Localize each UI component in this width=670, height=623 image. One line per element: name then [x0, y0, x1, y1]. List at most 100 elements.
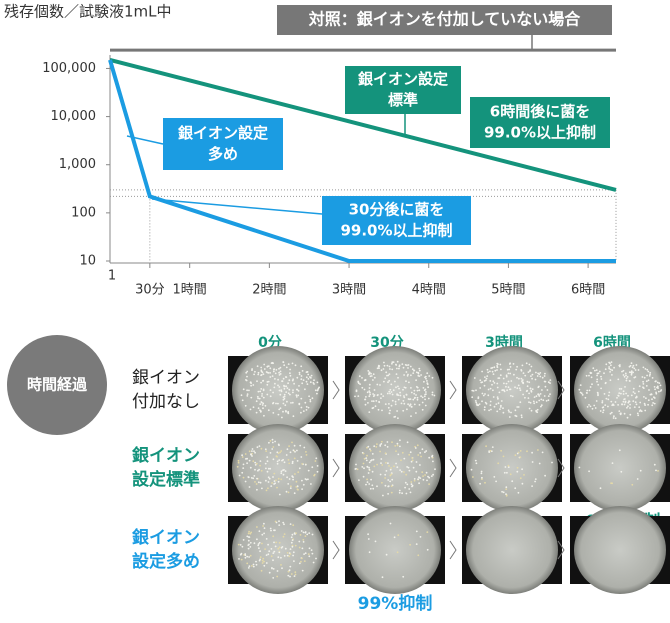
- colony: [479, 482, 481, 485]
- colony: [491, 366, 494, 369]
- colony: [290, 485, 292, 488]
- colony: [603, 393, 606, 395]
- colony: [242, 388, 245, 391]
- colony: [241, 399, 244, 402]
- colony: [399, 391, 401, 394]
- colony: [377, 365, 380, 368]
- colony: [274, 545, 277, 548]
- colony: [478, 403, 481, 405]
- colony: [395, 462, 397, 465]
- colony: [416, 398, 419, 401]
- colony: [431, 391, 434, 394]
- colony: [493, 382, 496, 384]
- colony: [514, 414, 517, 417]
- colony: [632, 371, 634, 374]
- colony: [287, 363, 290, 365]
- colony: [538, 399, 541, 402]
- colony: [268, 571, 271, 574]
- colony: [639, 409, 642, 412]
- colony: [620, 470, 623, 473]
- colony: [256, 395, 259, 398]
- colony: [282, 410, 284, 413]
- colony: [260, 469, 263, 472]
- colony: [276, 575, 279, 578]
- colony: [418, 404, 421, 406]
- colony: [533, 402, 536, 405]
- colony: [273, 541, 275, 544]
- colony: [516, 470, 519, 473]
- colony: [544, 474, 546, 477]
- colony: [624, 398, 626, 400]
- colony: [250, 382, 253, 384]
- colony: [409, 491, 412, 494]
- colony: [294, 473, 296, 475]
- colony: [269, 395, 272, 398]
- arrow: [332, 540, 340, 560]
- colony: [431, 393, 434, 396]
- colony: [377, 408, 380, 411]
- colony: [502, 455, 505, 458]
- colony: [499, 363, 502, 366]
- annotation-text: 99.0%以上抑制: [340, 222, 452, 240]
- colony: [369, 487, 372, 490]
- colony: [526, 385, 529, 388]
- colony: [247, 476, 250, 479]
- colony: [510, 411, 512, 414]
- colony: [300, 411, 302, 414]
- colony: [636, 478, 639, 480]
- colony: [483, 408, 486, 411]
- colony: [240, 558, 243, 561]
- colony: [258, 445, 261, 447]
- colony: [381, 409, 383, 412]
- colony: [420, 374, 422, 376]
- colony: [358, 375, 361, 378]
- colony: [246, 375, 248, 378]
- colony: [292, 449, 295, 452]
- colony: [413, 389, 416, 392]
- colony: [473, 377, 476, 379]
- colony: [479, 379, 482, 382]
- colony: [405, 473, 408, 476]
- colony: [591, 383, 593, 386]
- colony: [315, 457, 318, 460]
- colony: [279, 373, 282, 375]
- colony: [522, 372, 525, 374]
- colony: [614, 417, 617, 420]
- colony: [252, 563, 255, 566]
- colony: [290, 541, 293, 544]
- colony: [278, 551, 281, 554]
- colony: [307, 553, 310, 555]
- colony: [367, 402, 369, 404]
- colony: [314, 460, 317, 462]
- colony: [267, 372, 270, 374]
- colony: [403, 471, 405, 473]
- colony: [397, 417, 399, 420]
- colony: [407, 367, 409, 369]
- colony: [301, 479, 303, 482]
- colony: [391, 478, 394, 481]
- colony: [264, 404, 267, 407]
- colony: [600, 387, 602, 390]
- colony: [534, 378, 537, 381]
- colony: [393, 465, 395, 468]
- colony: [401, 451, 404, 454]
- colony: [521, 380, 523, 382]
- colony: [638, 406, 641, 409]
- colony: [496, 410, 499, 413]
- colony: [263, 522, 265, 525]
- colony: [421, 471, 424, 474]
- colony: [529, 387, 532, 390]
- colony: [296, 449, 298, 452]
- colony: [259, 464, 261, 467]
- colony: [417, 372, 420, 375]
- y-tick-label: 10: [79, 254, 96, 269]
- colony: [516, 376, 518, 379]
- colony: [244, 453, 247, 455]
- colony: [623, 403, 626, 406]
- colony: [419, 452, 422, 454]
- colony: [397, 385, 399, 388]
- colony: [252, 460, 255, 463]
- colony: [252, 406, 255, 409]
- colony: [396, 551, 399, 554]
- colony: [305, 478, 308, 481]
